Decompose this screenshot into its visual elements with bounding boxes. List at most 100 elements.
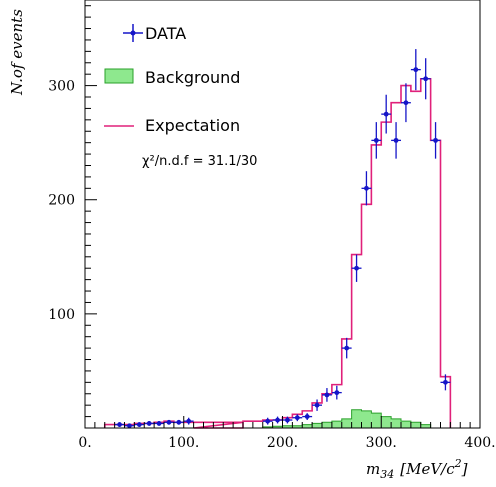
data-point: [183, 417, 194, 425]
background-bin: [292, 425, 303, 428]
plot-frame: [84, 0, 481, 429]
x-tick-label: 300.: [366, 435, 397, 451]
data-point-marker: [285, 417, 290, 423]
data-point: [440, 374, 451, 391]
y-axis-title: N.of events: [8, 9, 26, 96]
data-point: [351, 254, 362, 282]
data-point: [124, 423, 135, 429]
legend-data-label: DATA: [145, 24, 186, 43]
legend: DATA Background Expectation χ²/n.d.f = 3…: [104, 24, 257, 169]
x-axis-title-var: m: [366, 460, 380, 478]
data-point: [164, 419, 174, 425]
data-point: [312, 399, 322, 411]
y-tick-label: 100: [48, 307, 75, 323]
legend-data-marker: [123, 24, 143, 42]
data-point-marker: [176, 419, 182, 425]
x-axis-title-sub: 34: [380, 468, 394, 481]
data-point: [262, 417, 273, 425]
data-point-marker: [443, 379, 448, 385]
data-point-marker: [156, 421, 162, 426]
expectation-line: [103, 77, 452, 429]
data-point-marker: [334, 390, 340, 396]
x-axis-title: m34 [MeV/c2]: [366, 457, 468, 481]
data-point: [134, 422, 145, 427]
x-tick-label: 100.: [168, 435, 199, 451]
background-bin: [341, 418, 352, 428]
data-point: [401, 83, 411, 123]
data-point-marker: [433, 137, 438, 143]
data-point-marker: [314, 402, 320, 408]
data-point-marker: [354, 265, 359, 271]
data-point-marker: [304, 414, 310, 419]
data-point-marker: [373, 137, 379, 143]
data-point: [144, 421, 155, 426]
background-bin: [351, 409, 362, 428]
background-bin: [361, 410, 372, 428]
data-point-marker: [413, 67, 419, 73]
x-axis-title-unit-close: ]: [461, 460, 468, 478]
data-point-marker: [324, 392, 330, 398]
data-point: [322, 388, 332, 402]
data-point: [154, 421, 164, 426]
background-bin: [322, 422, 332, 428]
expectation-histogram: [103, 77, 452, 429]
data-point-marker: [127, 423, 132, 429]
data-point: [381, 94, 392, 134]
data-point: [331, 385, 342, 400]
data-point-marker: [383, 111, 389, 117]
background-bin: [312, 423, 322, 428]
background-bin: [371, 413, 382, 428]
data-point-marker: [423, 76, 429, 82]
background-bin: [302, 424, 313, 428]
data-point-marker: [364, 185, 369, 191]
x-axis-title-unit: [MeV/c: [400, 460, 455, 478]
data-point-marker: [403, 100, 409, 106]
background-bin: [331, 421, 342, 428]
background-bin: [420, 424, 431, 428]
background-bin: [410, 422, 421, 428]
background-bin: [272, 426, 283, 428]
data-point: [371, 122, 382, 159]
data-point: [114, 422, 125, 427]
data-points: [114, 49, 451, 429]
data-point: [361, 171, 372, 206]
x-tick-label: 0.: [78, 435, 91, 451]
data-point-marker: [393, 137, 399, 143]
data-point-marker: [344, 345, 350, 351]
data-point-marker: [117, 422, 122, 427]
x-tick-label: 200.: [267, 435, 298, 451]
data-point-marker: [294, 415, 300, 421]
data-point: [391, 122, 401, 159]
data-point-marker: [265, 418, 271, 424]
data-point-marker: [136, 422, 142, 427]
background-bin: [262, 426, 273, 428]
data-point: [292, 414, 303, 422]
chi2-label: χ²/n.d.f = 31.1/30: [142, 154, 257, 169]
data-point: [302, 413, 313, 421]
y-tick-label: 200: [48, 193, 75, 209]
data-point: [430, 122, 441, 159]
legend-expectation-label: Expectation: [145, 116, 240, 135]
y-tick-label: 300: [48, 79, 75, 95]
data-point-marker: [146, 421, 152, 426]
legend-background-swatch: [104, 68, 134, 84]
axis-ticks: 0. 100. 200. 300. 400. 100 200 300: [48, 5, 496, 451]
legend-background-label: Background: [145, 68, 240, 87]
x-axis-title-unit-sup: 2: [454, 457, 462, 470]
data-point: [420, 58, 431, 100]
data-point: [173, 419, 184, 425]
data-point-marker: [166, 419, 172, 425]
data-point: [341, 337, 352, 359]
data-point: [272, 416, 283, 424]
x-tick-label: 400.: [464, 435, 495, 451]
background-outline: [262, 409, 432, 428]
data-point: [410, 49, 421, 91]
data-point-marker: [275, 417, 280, 423]
background-bin: [282, 425, 293, 428]
data-point: [282, 416, 293, 424]
background-bin: [381, 416, 392, 428]
background-bin: [401, 421, 411, 428]
background-bin: [391, 418, 401, 428]
data-point-marker: [186, 418, 192, 424]
